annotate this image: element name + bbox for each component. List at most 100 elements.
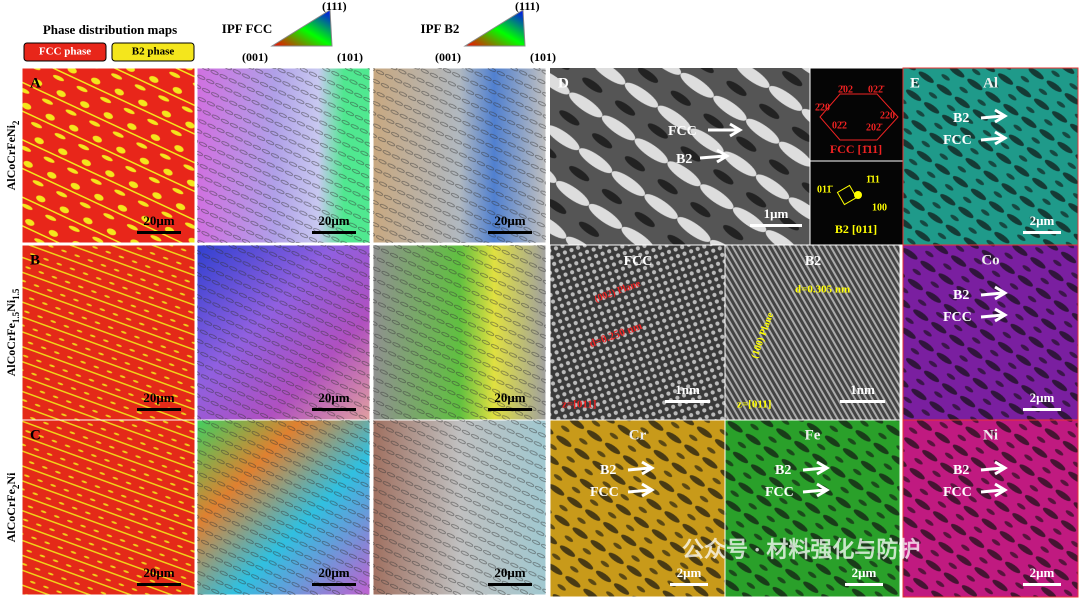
scale-bar bbox=[137, 408, 181, 411]
alloy-text: Ni bbox=[4, 472, 18, 485]
eds-map bbox=[724, 419, 901, 598]
saed-cell bbox=[836, 184, 858, 206]
saed-index: 202̄ bbox=[866, 122, 883, 133]
scale-label: 1nm bbox=[675, 382, 700, 397]
saed-b2 bbox=[809, 160, 904, 246]
b2-legend: B2 phase bbox=[132, 46, 175, 58]
scale-bar bbox=[137, 231, 181, 234]
saed-hexagon bbox=[819, 93, 899, 141]
saed-index: 220 bbox=[880, 110, 895, 121]
fcc-legend: FCC phase bbox=[39, 46, 91, 58]
ipf-left: (001) bbox=[242, 50, 268, 64]
ebsd-map bbox=[21, 244, 196, 421]
arrow bbox=[980, 130, 1008, 146]
panel-letter: E bbox=[910, 75, 920, 91]
tem-image bbox=[550, 68, 810, 245]
scale-bar bbox=[845, 583, 883, 586]
scale-bar bbox=[840, 400, 885, 403]
ipf-triangle bbox=[270, 9, 333, 47]
scale-bar bbox=[1023, 231, 1061, 234]
b2-legend-box bbox=[111, 42, 195, 62]
alloy-label: AlCoCrFeNi2 bbox=[4, 120, 21, 190]
saed-index: 100 bbox=[872, 202, 887, 213]
arrow bbox=[802, 460, 830, 476]
eds-element: Fe bbox=[805, 427, 821, 443]
eds-map bbox=[902, 244, 1079, 423]
scale-bar bbox=[488, 231, 532, 234]
scale-bar bbox=[750, 224, 802, 227]
saed-label: B2 [011] bbox=[835, 222, 877, 236]
grain-boundaries bbox=[373, 245, 546, 420]
eds-element: Cr bbox=[629, 427, 647, 443]
grain-boundaries bbox=[373, 420, 546, 595]
phase-title: Phase distribution maps bbox=[43, 22, 177, 37]
scale-bar bbox=[312, 583, 356, 586]
alloy-subscript: 1.5 bbox=[11, 311, 21, 323]
arrow bbox=[627, 482, 655, 498]
eds-b2-label: B2 bbox=[953, 463, 969, 478]
eds-fcc-label: FCC bbox=[590, 485, 619, 500]
eds-b2-label: B2 bbox=[600, 463, 616, 478]
scale-label: 2μm bbox=[1030, 565, 1055, 580]
arrow bbox=[708, 122, 743, 138]
hrtem-zone: z=[011] bbox=[562, 399, 596, 411]
saed-label: FCC [1̄11] bbox=[830, 142, 882, 156]
eds-map bbox=[549, 419, 726, 598]
saed-index: 2̄20 bbox=[815, 102, 830, 113]
arrow bbox=[802, 482, 830, 498]
arrow bbox=[980, 285, 1008, 301]
scale-label: 2μm bbox=[677, 565, 702, 580]
scale-bar bbox=[670, 583, 708, 586]
eds-b2-label: B2 bbox=[953, 111, 969, 126]
alloy-text: Ni bbox=[4, 299, 18, 312]
alloy-subscript: 2 bbox=[11, 484, 21, 489]
scale-label: 20μm bbox=[494, 390, 525, 405]
eds-map bbox=[902, 419, 1079, 598]
scale-label: 20μm bbox=[143, 565, 174, 580]
scale-bar bbox=[312, 231, 356, 234]
saed-index: 2̄02 bbox=[838, 84, 853, 95]
hrtem-d: d=0.305 nm bbox=[795, 284, 850, 296]
grain-boundaries bbox=[197, 68, 370, 243]
tem-b2-label: B2 bbox=[676, 152, 692, 167]
hrtem-zone: z=[011] bbox=[737, 399, 771, 411]
scale-label: 20μm bbox=[494, 565, 525, 580]
eds-b2-label: B2 bbox=[775, 463, 791, 478]
eds-b2-label: B2 bbox=[953, 288, 969, 303]
alloy-subscript: 2 bbox=[11, 120, 21, 125]
scale-label: 1μm bbox=[764, 206, 789, 221]
hrtem-title: FCC bbox=[624, 254, 653, 269]
grain-boundaries bbox=[197, 245, 370, 420]
hrtem-image bbox=[724, 244, 901, 421]
eds-map bbox=[902, 67, 1079, 246]
scale-bar bbox=[137, 583, 181, 586]
ipf-top: (111) bbox=[515, 0, 540, 13]
saed-index: 022̄ bbox=[868, 84, 885, 95]
ipf-right: (101) bbox=[337, 50, 363, 64]
eds-fcc-label: FCC bbox=[943, 310, 972, 325]
panel-letter: D bbox=[558, 75, 569, 91]
scale-label: 20μm bbox=[318, 565, 349, 580]
alloy-label: AlCoCrFe2Ni bbox=[4, 472, 21, 542]
scale-label: 20μm bbox=[318, 390, 349, 405]
arrow bbox=[980, 108, 1008, 124]
panel-letter: A bbox=[30, 75, 41, 91]
ebsd-map bbox=[21, 419, 196, 596]
fcc-legend-box bbox=[23, 42, 107, 62]
alloy-label: AlCoCrFe1.5Ni1.5 bbox=[4, 288, 21, 376]
scale-label: 20μm bbox=[318, 213, 349, 228]
eds-element: Co bbox=[981, 252, 999, 268]
scale-label: 20μm bbox=[143, 213, 174, 228]
scale-bar bbox=[1023, 583, 1061, 586]
ipf-title: IPF B2 bbox=[421, 21, 460, 36]
eds-element: Ni bbox=[983, 427, 998, 443]
ipf-right: (101) bbox=[530, 50, 556, 64]
ipf-triangle bbox=[463, 9, 526, 47]
scale-bar bbox=[312, 408, 356, 411]
saed-index: 02̄2 bbox=[832, 120, 847, 131]
alloy-text: AlCoCrFe bbox=[4, 322, 18, 376]
arrow bbox=[980, 460, 1008, 476]
eds-fcc-label: FCC bbox=[765, 485, 794, 500]
scale-bar bbox=[1023, 408, 1061, 411]
